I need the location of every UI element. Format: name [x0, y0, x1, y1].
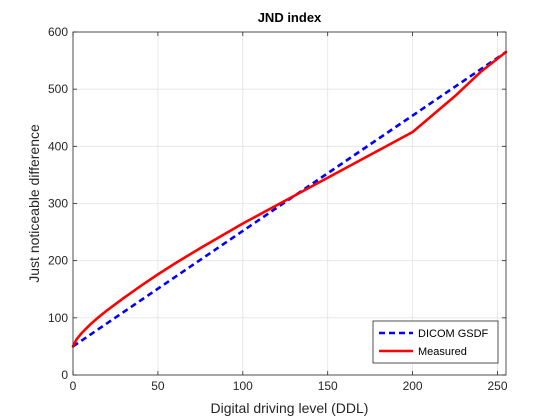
x-tick-label: 200	[403, 379, 423, 393]
x-tick-label: 0	[70, 379, 77, 393]
legend: DICOM GSDF Measured	[372, 320, 499, 364]
x-axis-ticks: 0 50 100 150 200 250	[70, 32, 508, 393]
y-tick-label: 200	[48, 254, 68, 268]
y-tick-label: 300	[48, 197, 68, 211]
x-tick-label: 250	[487, 379, 507, 393]
x-tick-label: 50	[151, 379, 165, 393]
y-tick-label: 600	[48, 25, 68, 39]
legend-label-measured: Measured	[418, 346, 467, 358]
x-tick-label: 150	[318, 379, 338, 393]
chart-title: JND index	[258, 10, 322, 25]
y-axis-ticks: 0 100 200 300 400 500 600	[48, 25, 506, 382]
y-tick-label: 100	[48, 311, 68, 325]
x-axis-label: Digital driving level (DDL)	[211, 400, 369, 416]
series-layer	[71, 50, 508, 348]
y-tick-label: 500	[48, 82, 68, 96]
y-axis-label: Just noticeable difference	[26, 124, 42, 283]
series-line-measured	[71, 50, 508, 348]
y-tick-label: 400	[48, 139, 68, 153]
y-tick-label: 0	[61, 368, 68, 382]
x-tick-label: 100	[233, 379, 253, 393]
legend-label-dicom-gsdf: DICOM GSDF	[418, 328, 489, 340]
legend-box	[372, 320, 499, 364]
